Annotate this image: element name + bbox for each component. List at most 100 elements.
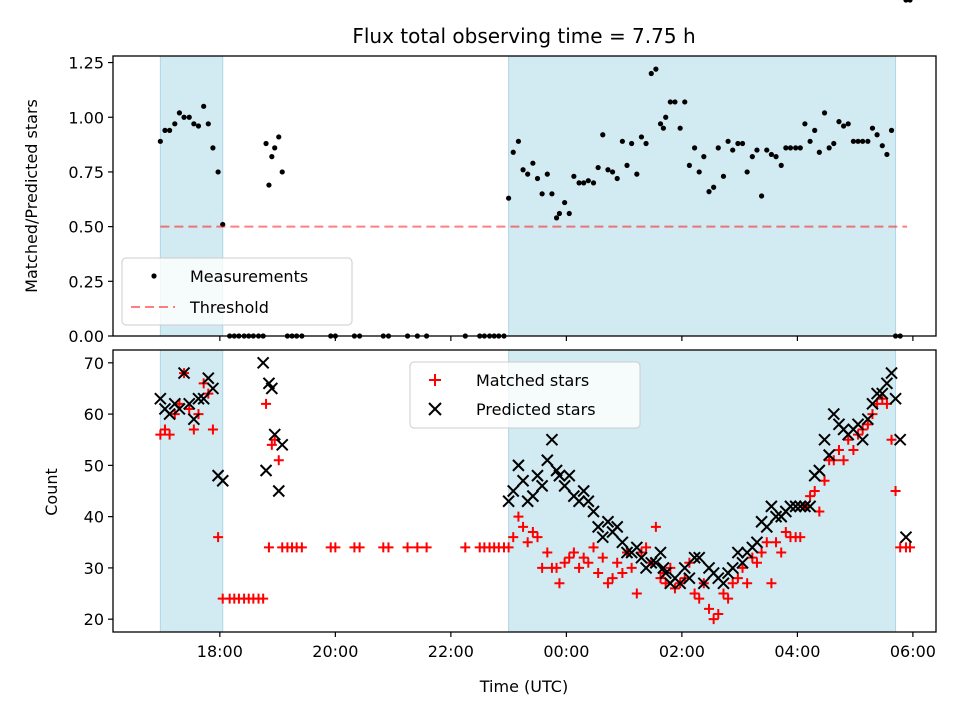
matched-star-marker <box>718 588 729 599</box>
matched-star-marker <box>421 542 432 553</box>
bottom-x-tick-label: 06:00 <box>890 642 936 661</box>
measurement-point <box>793 145 799 151</box>
predicted-star-marker <box>794 500 807 513</box>
matched-star-marker <box>503 542 514 553</box>
predicted-star-marker <box>163 407 176 421</box>
predicted-star-marker <box>654 546 667 559</box>
measurement-point <box>773 154 779 160</box>
measurement-point <box>879 143 885 149</box>
predicted-star-marker <box>516 474 530 487</box>
predicted-star-marker <box>553 469 566 482</box>
matched-star-marker <box>617 568 628 579</box>
predicted-star-marker <box>216 474 229 487</box>
bottom-x-tick-label: 00:00 <box>543 642 589 661</box>
bottom-axes-frame <box>112 349 937 633</box>
measurement-point <box>530 160 536 166</box>
measurement-point <box>166 127 173 133</box>
top-axes: 0.00 0.25 0.50 0.75 1.00 1.25 Matched/Predict… <box>22 0 937 346</box>
measurement-point <box>735 140 741 147</box>
matched-star-marker <box>597 552 608 563</box>
matched-star-marker <box>843 434 854 445</box>
measurement-point <box>520 167 526 173</box>
predicted-star-marker <box>192 392 205 405</box>
measurement-point <box>696 169 702 175</box>
measurement-point <box>585 178 591 184</box>
top-axes-frame <box>112 55 937 337</box>
measurement-point <box>510 149 516 155</box>
matched-star-marker <box>159 424 170 435</box>
predicted-star-marker <box>187 413 201 426</box>
matched-star-marker <box>776 547 787 558</box>
bottom-legend-box <box>409 361 641 429</box>
matched-star-marker <box>890 486 901 496</box>
predicted-star-marker <box>610 520 624 534</box>
measurement-point <box>739 140 746 147</box>
measurement-point <box>888 127 895 133</box>
predicted-star-marker <box>736 556 749 569</box>
measurement-point <box>884 151 890 158</box>
measurement-point <box>263 140 269 147</box>
predicted-star-marker <box>259 464 273 477</box>
matched-star-marker <box>848 444 859 455</box>
predicted-star-marker <box>678 561 691 575</box>
measurement-point <box>802 121 808 127</box>
matched-star-marker <box>732 573 743 584</box>
predicted-star-marker <box>856 433 869 446</box>
measurement-point <box>609 169 616 175</box>
predicted-star-marker <box>582 495 595 508</box>
measurement-point <box>682 99 688 105</box>
measurement-point <box>865 138 871 144</box>
measurement-point <box>638 134 645 140</box>
measurement-point <box>667 99 673 105</box>
predicted-star-marker <box>649 556 663 569</box>
measurement-point <box>590 180 597 186</box>
bottom-y-tick-label: 50 <box>84 456 104 475</box>
predicted-star-marker <box>885 366 898 380</box>
matched-star-marker <box>578 552 589 563</box>
matched-star-marker <box>694 593 705 604</box>
matched-star-marker <box>742 578 753 589</box>
measurement-point <box>595 164 601 171</box>
bottom-y-tick-label: 20 <box>84 610 104 629</box>
predicted-star-marker <box>789 500 802 513</box>
measurement-point <box>556 210 563 217</box>
measurement-point <box>720 173 727 179</box>
predicted-star-marker <box>177 366 191 380</box>
matched-star-marker <box>588 542 599 553</box>
predicted-star-marker <box>813 464 826 477</box>
measurement-point <box>711 184 717 190</box>
measurement-point <box>269 154 275 160</box>
matched-star-marker <box>266 439 277 450</box>
matched-star-marker <box>809 486 820 496</box>
matched-star-marker <box>723 593 734 604</box>
predicted-star-marker <box>876 387 889 400</box>
measurement-point <box>506 195 512 201</box>
measurement-point <box>869 125 876 131</box>
measurement-point <box>205 121 211 127</box>
predicted-star-marker <box>880 377 894 390</box>
measurement-point <box>691 145 698 151</box>
top-shaded-bands <box>159 55 897 337</box>
matched-star-marker <box>554 578 565 589</box>
matched-star-marker <box>522 537 533 548</box>
measurement-point <box>272 145 278 151</box>
measurement-point <box>725 138 731 144</box>
measurement-point <box>566 210 572 217</box>
bottom-y-tick-label: 30 <box>84 559 104 578</box>
predicted-star-marker <box>717 577 730 590</box>
matched-star-marker <box>713 609 724 620</box>
top-shaded-band <box>508 55 897 337</box>
bottom-legend: Matched stars Predicted stars <box>409 361 641 429</box>
matched-star-marker <box>905 542 916 553</box>
predicted-star-marker <box>697 577 711 590</box>
predicted-star-marker <box>818 433 831 446</box>
measurement-point <box>850 138 857 144</box>
measurement-point <box>653 66 659 72</box>
matched-star-marker <box>766 578 777 589</box>
measurement-point <box>660 125 666 131</box>
predicted-star-marker <box>899 530 913 544</box>
matched-star-marker <box>213 532 224 543</box>
predicted-star-marker <box>765 500 778 513</box>
predicted-star-marker <box>587 505 600 518</box>
predicted-star-marker <box>202 371 215 385</box>
